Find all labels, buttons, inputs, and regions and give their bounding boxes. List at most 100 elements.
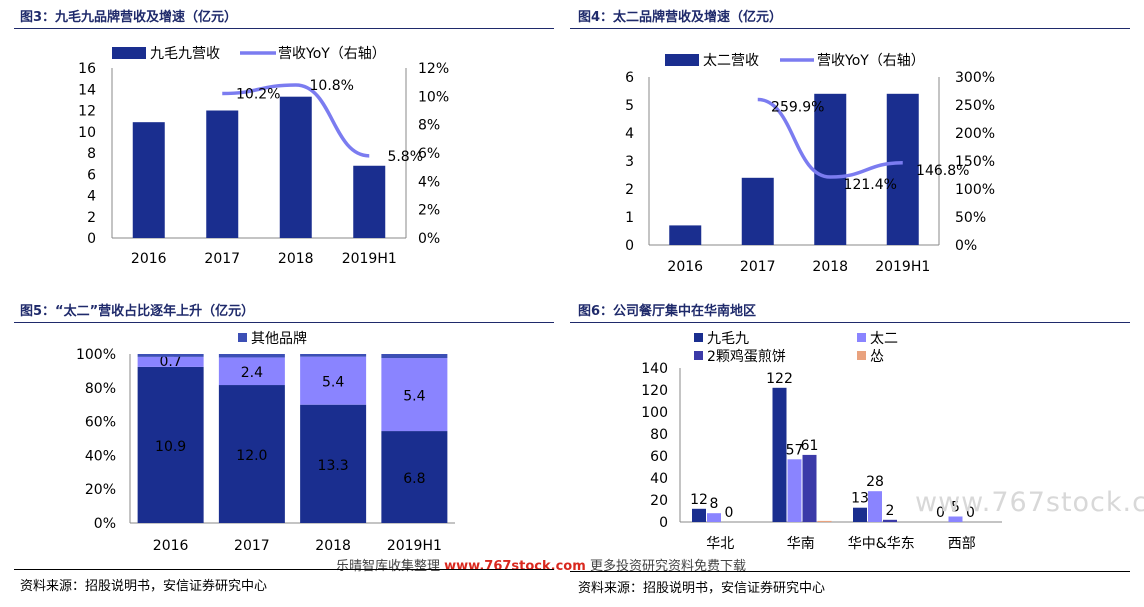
fig6-legend-label: 太二 (870, 331, 898, 347)
fig6-legend-swatch (857, 333, 866, 342)
fig6-legend-swatch (857, 351, 866, 360)
fig4-legend-line-label: 营收YoY（右轴） (817, 53, 925, 69)
fig4-bar (669, 225, 702, 245)
fig3-xtick-label: 2018 (278, 251, 314, 267)
watermark-band (330, 556, 840, 572)
fig4-yoy-label: 259.9% (771, 99, 824, 115)
fig5-data-label: 2.4 (241, 365, 263, 381)
fig6-legend-swatch (694, 333, 703, 342)
fig4-y2tick-label: 150% (955, 154, 995, 170)
fig3-ytick-label: 16 (78, 61, 96, 77)
fig6-title-rule (570, 322, 1130, 323)
fig3-bar (353, 165, 386, 238)
fig4-xtick-label: 2019H1 (875, 259, 930, 275)
fig5-stack-segment (381, 354, 448, 359)
fig6-data-label: 0 (936, 505, 945, 521)
fig5-ytick-label: 20% (85, 482, 116, 498)
left-bottom-rule (14, 569, 554, 570)
fig5-title: 图5：“太二”营收占比逐年上升（亿元） (20, 304, 255, 319)
fig5-data-label: 13.3 (318, 458, 349, 474)
fig3-xtick-label: 2017 (204, 251, 240, 267)
fig3-ytick-label: 6 (87, 167, 96, 183)
fig6-legend-label: 九毛九 (707, 331, 749, 347)
right-bottom-rule (570, 571, 1130, 572)
fig5-stack-segment (137, 354, 204, 357)
fig4-ytick-label: 1 (625, 210, 634, 226)
fig3-y2tick-label: 4% (418, 174, 440, 190)
fig6-bar (817, 520, 832, 522)
fig3-title-rule (14, 28, 554, 29)
fig4-ytick-label: 2 (625, 182, 634, 198)
fig6-bar (948, 516, 963, 522)
fig6-legend-label: 怂 (870, 349, 884, 365)
fig5-stack-segment (137, 356, 204, 367)
fig4-yoy-line (757, 97, 903, 179)
fig3-ytick-label: 8 (87, 146, 96, 162)
fig6-data-label: 5 (951, 500, 960, 516)
fig6-data-label: 12 (690, 492, 708, 508)
fig4-bar (814, 93, 847, 245)
fig3-ytick-label: 10 (78, 125, 96, 141)
fig3-ytick-label: 14 (78, 82, 96, 98)
watermark-url: www.767stock.com (444, 559, 586, 574)
fig5-stack-segment (381, 358, 448, 432)
fig4-xtick-label: 2016 (667, 259, 703, 275)
fig4-bar (886, 93, 919, 245)
fig6-bar (787, 459, 802, 522)
fig5-data-label: 5.4 (403, 389, 425, 405)
fig6-bar (883, 519, 897, 522)
fig5-stack-segment (218, 357, 285, 386)
fig5-stack-segment (218, 354, 285, 358)
fig4-y2tick-label: 250% (955, 98, 995, 114)
watermark-line: 乐晴智库收集整理 www.767stock.com 更多投资研究资料免费下载 (336, 555, 746, 574)
fig6-ytick-label: 20 (650, 493, 668, 509)
fig3-xtick-label: 2019H1 (342, 251, 397, 267)
fig6-bar (707, 513, 721, 522)
fig6-xtick-label: 华中&华东 (848, 536, 915, 552)
fig3-yoy-line (222, 83, 370, 158)
fig3-bar (206, 110, 239, 238)
fig6-xtick-label: 华南 (787, 536, 815, 552)
fig4-bar (741, 177, 774, 245)
fig5-stack-segment (137, 366, 204, 523)
fig3-ytick-label: 0 (87, 231, 96, 247)
fig6-data-label: 61 (801, 438, 819, 454)
fig5-data-label: 5.4 (322, 375, 344, 391)
fig4-legend-bar-swatch (665, 54, 699, 66)
fig6-data-label: 28 (866, 474, 884, 490)
fig4-legend-bar-label: 太二营收 (703, 53, 759, 69)
fig5-data-label: 6.8 (403, 471, 425, 487)
fig6-bar (802, 454, 817, 522)
fig4-ytick-label: 4 (625, 126, 634, 142)
fig6-legend-label: 2颗鸡蛋煎饼 (707, 348, 786, 365)
fig6-data-label: 0 (966, 505, 975, 521)
fig5-xtick-label: 2018 (315, 538, 351, 554)
fig4-yoy-label: 146.8% (916, 163, 969, 179)
fig6-bar (853, 507, 867, 522)
fig4-y2tick-label: 300% (955, 70, 995, 86)
fig6-ytick-label: 0 (659, 515, 668, 531)
fig5-data-label: 10.9 (155, 439, 186, 455)
fig3-bar (279, 96, 312, 238)
fig6-title: 图6：公司餐厅集中在华南地区 (578, 304, 757, 319)
source-note-right: 资料来源：招股说明书，安信证券研究中心 (578, 581, 826, 596)
fig5-data-label: 12.0 (236, 448, 267, 464)
watermark-side: www.767stock.com (915, 487, 1144, 518)
fig5-data-label: 0.7 (159, 354, 181, 370)
fig5-legend-label: 其他品牌 (251, 330, 307, 347)
fig5-stack-segment (381, 431, 448, 523)
fig6-data-label: 0 (725, 505, 734, 521)
fig6-bar (868, 491, 882, 522)
fig4-xtick-label: 2018 (812, 259, 848, 275)
fig5-stack-segment (300, 404, 367, 523)
fig5-ytick-label: 80% (85, 381, 116, 397)
fig3-bar (132, 122, 165, 238)
fig3-legend-line-label: 营收YoY（右轴） (278, 46, 386, 62)
fig6-ytick-label: 60 (650, 449, 668, 465)
fig6-ytick-label: 40 (650, 471, 668, 487)
fig3-xtick-label: 2016 (131, 251, 167, 267)
fig5-stack-segment (300, 356, 367, 405)
fig6-bar (692, 508, 706, 522)
watermark-prefix: 乐晴智库收集整理 (336, 559, 441, 574)
